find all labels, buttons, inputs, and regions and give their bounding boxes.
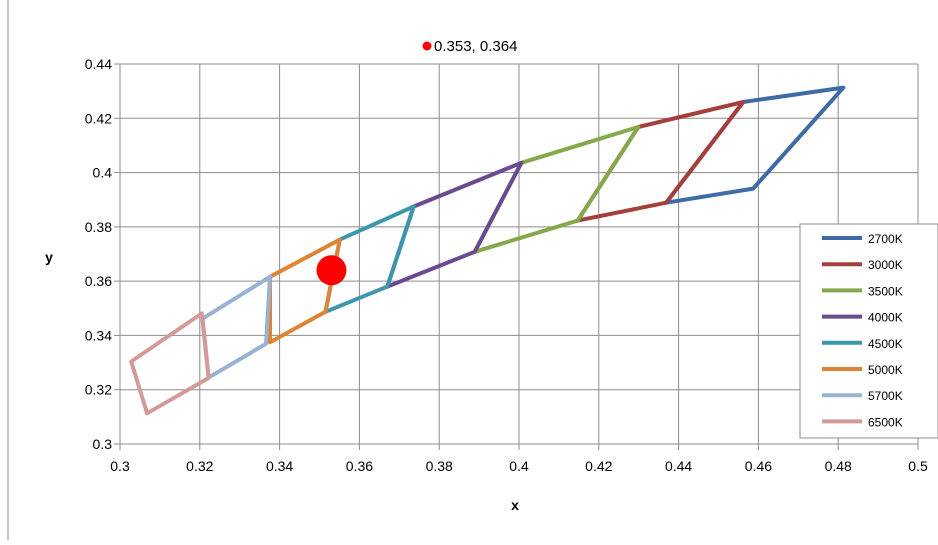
legend-label: 6500K xyxy=(868,415,903,429)
legend-label: 4000K xyxy=(868,311,903,325)
x-tick-label: 0.34 xyxy=(266,458,293,474)
x-tick-label: 0.42 xyxy=(585,458,612,474)
legend-label: 4500K xyxy=(868,337,903,351)
x-tick-label: 0.4 xyxy=(509,458,529,474)
x-tick-labels: 0.3 0.32 0.34 0.36 0.38 0.4 0.42 0.44 0.46 0.48 0.… xyxy=(110,458,928,474)
legend-label: 5700K xyxy=(868,389,903,403)
y-tick-label: 0.4 xyxy=(93,165,113,181)
y-tick-label: 0.32 xyxy=(85,382,112,398)
y-tick-label: 0.42 xyxy=(85,110,112,126)
y-tick-labels: 0.3 0.32 0.34 0.36 0.38 0.4 0.42 0.44 xyxy=(85,56,112,452)
y-tick-label: 0.44 xyxy=(85,56,112,72)
marker-point xyxy=(316,255,347,286)
legend-label: 3000K xyxy=(868,258,903,272)
annotation: 0.353, 0.364 xyxy=(422,38,517,55)
marker-layer xyxy=(316,255,347,286)
annotation-text: 0.353, 0.364 xyxy=(434,38,517,55)
legend-label: 5000K xyxy=(868,363,903,377)
legend-label: 3500K xyxy=(868,284,903,298)
x-tick-label: 0.5 xyxy=(908,458,928,474)
x-tick-label: 0.46 xyxy=(745,458,772,474)
x-tick-label: 0.36 xyxy=(346,458,373,474)
annotation-dot xyxy=(422,41,432,51)
y-axis-title: y xyxy=(45,249,53,265)
legend-box xyxy=(799,223,938,439)
x-axis-title: x xyxy=(511,497,519,513)
x-tick-label: 0.48 xyxy=(825,458,852,474)
y-tick-label: 0.38 xyxy=(85,219,112,235)
legend-label: 2700K xyxy=(868,232,903,246)
y-tick-label: 0.36 xyxy=(85,273,112,289)
y-tick-label: 0.3 xyxy=(93,436,113,452)
series-lines xyxy=(129,85,846,416)
y-tick-label: 0.34 xyxy=(85,327,112,343)
x-tick-label: 0.44 xyxy=(665,458,692,474)
x-tick-label: 0.3 xyxy=(110,458,130,474)
x-tick-label: 0.38 xyxy=(426,458,453,474)
series-line-6500k xyxy=(129,311,211,416)
x-tick-label: 0.32 xyxy=(186,458,213,474)
legend: 2700K 3000K 3500K 4000K 4500K 5000K 5700K 6500K xyxy=(799,223,938,439)
